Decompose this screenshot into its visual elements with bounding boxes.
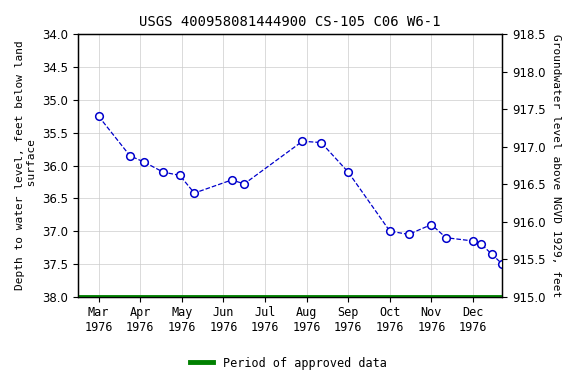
Title: USGS 400958081444900 CS-105 C06 W6-1: USGS 400958081444900 CS-105 C06 W6-1 bbox=[139, 15, 441, 29]
Y-axis label: Depth to water level, feet below land
 surface: Depth to water level, feet below land su… bbox=[15, 41, 37, 290]
Y-axis label: Groundwater level above NGVD 1929, feet: Groundwater level above NGVD 1929, feet bbox=[551, 34, 561, 297]
Legend: Period of approved data: Period of approved data bbox=[185, 352, 391, 374]
